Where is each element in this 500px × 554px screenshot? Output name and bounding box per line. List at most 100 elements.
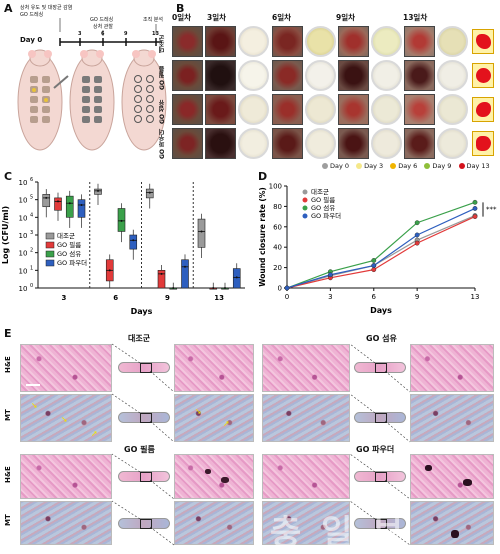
panel-e-label: E (4, 327, 12, 340)
data-point (414, 220, 420, 226)
day-label-9: 9일차 (336, 13, 356, 22)
wound-photo (338, 128, 369, 159)
y-tick-label: 10 (19, 250, 28, 258)
data-point (80, 203, 83, 206)
arrow-icon: ➘ (31, 401, 38, 410)
tick-13: 13 (152, 31, 159, 37)
y-axis-label: Wound closure rate (%) (258, 187, 267, 287)
y-tick-exponent: 0 (30, 283, 33, 289)
group-title-go-fiber: GO 섬유 (366, 334, 397, 343)
step2-text-1: GO 드레싱 (90, 17, 114, 23)
arrow-icon: ➚ (223, 419, 230, 428)
wound-photo (205, 128, 236, 159)
petri-dish (238, 94, 269, 125)
mouse-3 (121, 49, 167, 151)
wound-trace-map (472, 131, 494, 156)
y-axis-label: Log (CFU/ml) (1, 206, 10, 264)
y-tick-label: 10 (19, 285, 28, 293)
legend-dot-day6 (390, 163, 397, 169)
legend-dot-day0 (322, 163, 328, 169)
petri-dish (437, 26, 468, 57)
data-point (224, 287, 226, 289)
series-line (286, 207, 476, 289)
data-point (68, 202, 71, 205)
row-label-go-film: GO 필름 (159, 65, 166, 91)
data-point (414, 240, 420, 246)
box (77, 199, 86, 218)
data-point (414, 232, 420, 238)
wound-photo (338, 60, 369, 91)
significance-label: *** (486, 205, 497, 213)
x-axis-label: Days (131, 307, 153, 316)
go-particle (425, 465, 432, 471)
y-tick-label: 40 (273, 244, 282, 252)
x-tick-label: 6 (113, 294, 118, 302)
wound-area-blob (476, 68, 491, 83)
timeline-day0: Day 0 (20, 36, 43, 44)
histology-image (262, 394, 350, 442)
y-tick-exponent: 6 (30, 177, 33, 183)
x-tick-label: 9 (165, 294, 170, 302)
stain-label-he: H&E (4, 466, 12, 484)
y-tick-exponent: 4 (30, 212, 33, 218)
tick-6: 6 (101, 31, 105, 37)
legend-marker (302, 197, 308, 203)
petri-dish (305, 128, 336, 159)
legend-swatch (45, 259, 55, 267)
y-tick-label: 20 (273, 264, 282, 272)
data-point (148, 191, 151, 194)
histology-image (174, 501, 254, 545)
y-tick-label: 10 (19, 197, 28, 205)
legend-label: GO 파우더 (311, 211, 341, 220)
petri-dish (238, 60, 269, 91)
legend-dot-day13 (458, 163, 465, 169)
tick-9: 9 (124, 31, 128, 37)
group-title-go-powder: GO 파우더 (356, 445, 395, 454)
day-label-6: 6일차 (272, 13, 292, 22)
wound-photo (272, 26, 303, 57)
legend-dot-day3 (356, 163, 363, 169)
wound-photo (172, 26, 203, 57)
zoom-box (375, 363, 387, 373)
legend-swatch (45, 241, 55, 249)
box (129, 234, 138, 250)
data-point (327, 272, 333, 278)
histology-image (20, 454, 112, 499)
mouse-illustrations (17, 49, 167, 151)
row-label-go-powder: GO 파우더 (159, 128, 166, 160)
wound-photo (338, 94, 369, 125)
wound-trace-map (472, 63, 494, 88)
row-label-control: 대조군 (159, 35, 166, 53)
y-tick-label: 10 (19, 179, 28, 187)
box (181, 259, 189, 289)
day-label-0: 0일차 (172, 13, 192, 22)
y-tick-label: 10 (19, 214, 28, 222)
wound-photo (172, 60, 203, 91)
zoom-box (375, 519, 387, 529)
legend-label: 대조군 (311, 188, 329, 196)
petri-dish (305, 94, 336, 125)
panel-a-label: A (4, 2, 13, 15)
data-point (212, 287, 215, 289)
histology-image (410, 344, 494, 392)
data-point (160, 272, 163, 275)
data-point (108, 269, 111, 272)
data-point (472, 214, 478, 219)
petri-dish (371, 26, 402, 57)
x-tick-label: 6 (372, 293, 377, 301)
panel-d-label: D (258, 170, 268, 183)
timeline (59, 18, 162, 46)
legend-item-day13: Day 13 (458, 162, 490, 170)
histology-image (262, 501, 350, 545)
step3-text: 조직 분석 (143, 17, 163, 23)
histology-image: ➘ ➘ ➚ (20, 394, 112, 442)
step1-text-1: 상처 유도 및 대장균 감염 (20, 5, 73, 11)
legend-label: GO 필름 (311, 196, 335, 204)
y-tick-label: 60 (273, 223, 282, 231)
arrow-icon: ➘ (61, 415, 68, 424)
box (157, 270, 166, 289)
wound-photo (172, 94, 203, 125)
histology-image (410, 454, 494, 499)
group-title-control: 대조군 (128, 334, 151, 343)
